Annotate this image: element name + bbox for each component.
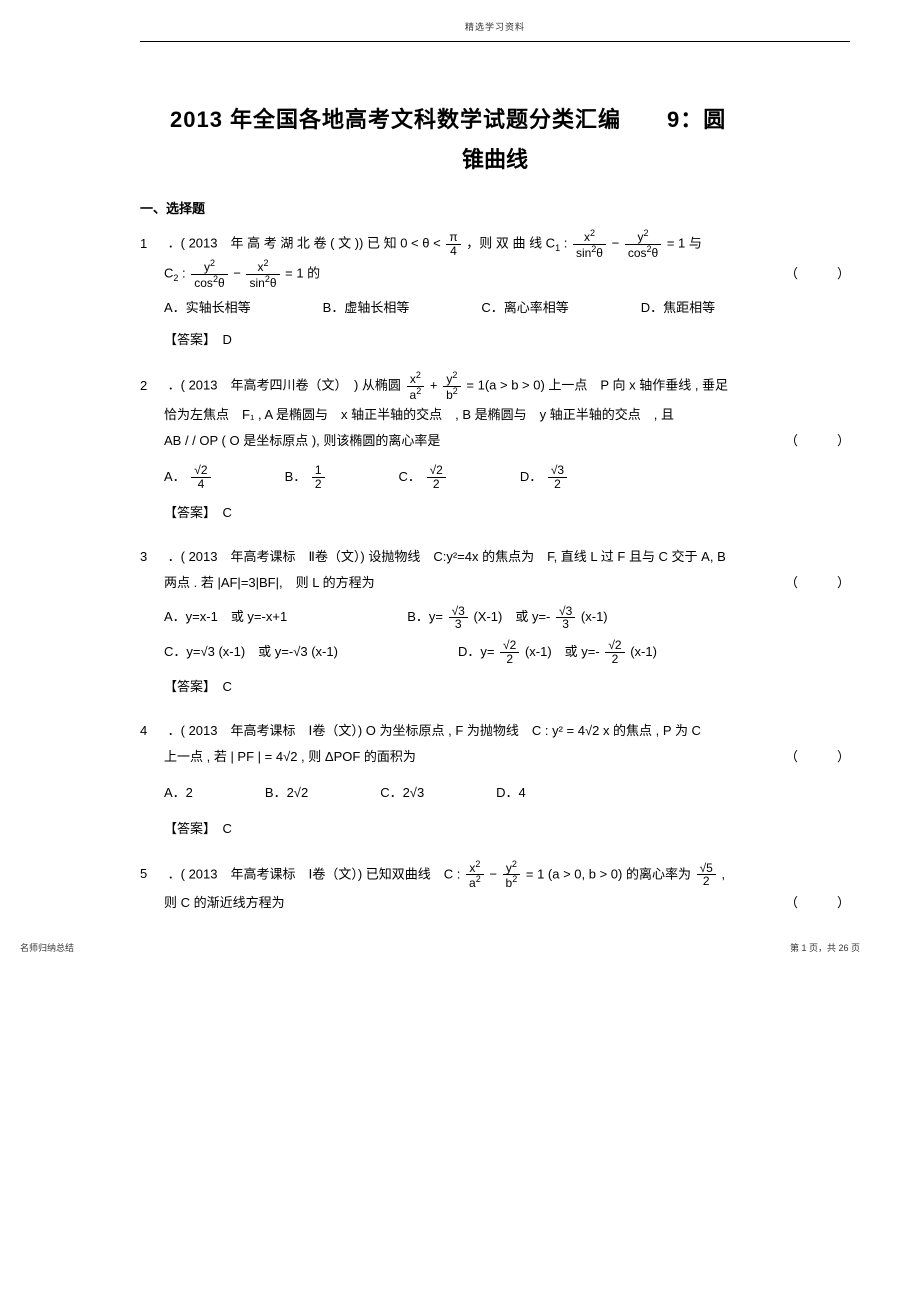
q4-source: ．( 2013 年高考课标 Ⅰ卷（文）) O 为坐标原点 , F 为抛物线 C …: [168, 723, 701, 738]
q3-answer: 【答案】 C: [164, 674, 850, 700]
q4-number: 4: [140, 718, 164, 744]
q5-source: ．( 2013 年高考课标 Ⅰ卷（文）) 已知双曲线 C :: [168, 866, 461, 881]
section-heading: 一、选择题: [140, 198, 850, 217]
q4-paren: （ ）: [765, 744, 850, 770]
q5-paren: （ ）: [765, 890, 850, 916]
q3-paren: （ ）: [765, 570, 850, 596]
title-line-1: 2013 年全国各地高考文科数学试题分类汇编 9：圆: [170, 102, 850, 134]
q2-a-label: A．: [164, 469, 186, 484]
footer-right: 第 1 页，共 26 页: [790, 941, 860, 954]
q2-b-label: B．: [285, 469, 307, 484]
q2-c-label: C．: [399, 469, 421, 484]
q2-source: ．( 2013 年高考四川卷（文） ) 从椭圆: [168, 378, 405, 393]
q3-number: 3: [140, 544, 164, 570]
q1-then: ，则 双 曲 线 C: [466, 236, 555, 251]
q3-d-mid: (x-1) 或 y=-: [525, 644, 600, 659]
q1-c2-suffix: = 1 的: [285, 266, 320, 281]
q5-line2: 则 C 的渐近线方程为: [164, 890, 285, 916]
q1-c1-sub: 1: [555, 243, 560, 253]
document-page: 精选学习资料 2013 年全国各地高考文科数学试题分类汇编 9：圆 锥曲线 一、…: [0, 0, 920, 964]
q1-c2-frac1: y2cos2θ: [191, 259, 227, 289]
title-line-2: 锥曲线: [140, 142, 850, 174]
q1-choice-d: D．焦距相等: [641, 295, 715, 321]
q3-b-mid: (X-1) 或 y=-: [473, 609, 550, 624]
q5-frac2: y2b2: [503, 860, 521, 890]
q3-c-suf: (x-1): [311, 644, 338, 659]
q1-cond: 0 < θ <: [400, 236, 440, 251]
q1-choice-b: B．虚轴长相等: [323, 295, 410, 321]
q4-line2: 上一点 , 若 | PF | = 4√2 , 则 ΔPOF 的面积为: [164, 744, 416, 770]
q1-answer: 【答案】 D: [164, 327, 850, 353]
q2-choice-d: D． √32: [520, 464, 569, 491]
question-4: 4 ．( 2013 年高考课标 Ⅰ卷（文）) O 为坐标原点 , F 为抛物线 …: [140, 718, 850, 842]
q1-frac1: x2sin2θ: [573, 229, 606, 259]
q3-c-pre: C．y=: [164, 644, 200, 659]
q1-number: 1: [140, 231, 164, 257]
q1-choice-a: A．实轴长相等: [164, 295, 251, 321]
header-small-text: 精选学习资料: [140, 20, 850, 33]
q1-frac2: y2cos2θ: [625, 229, 661, 259]
q2-number: 2: [140, 373, 164, 399]
q2-answer: 【答案】 C: [164, 500, 850, 526]
q2-eq-suffix: = 1(a > b > 0) 上一点 P 向 x 轴作垂线 , 垂足: [466, 378, 728, 393]
q3-line2: 两点 . 若 |AF|=3|BF|, 则 L 的方程为: [164, 570, 375, 596]
q2-line2: 恰为左焦点 F₁ , A 是椭圆与 x 轴正半轴的交点 , B 是椭圆与 y 轴…: [140, 402, 850, 428]
q1-choice-c: C．离心率相等: [481, 295, 568, 321]
q2-frac1: x2a2: [407, 371, 425, 401]
q1-pi4: π4: [446, 231, 460, 257]
q2-line3: AB / / OP ( O 是坐标原点 ), 则该椭圆的离心率是: [164, 428, 440, 454]
footer-left: 名师归纳总结: [20, 941, 74, 954]
q1-c2-frac2: x2sin2θ: [246, 259, 279, 289]
q3-d-pre: D．y=: [458, 644, 494, 659]
q1-with: 与: [689, 236, 702, 251]
q4-answer: 【答案】 C: [164, 816, 850, 842]
q5-frac1: x2a2: [466, 860, 484, 890]
q4-choice-b: B．2√2: [265, 780, 308, 806]
q2-choice-c: C． √22: [399, 464, 448, 491]
q2-paren: （ ）: [765, 428, 850, 454]
q2-choice-b: B． 12: [285, 464, 327, 491]
q4-choice-d: D．4: [496, 780, 526, 806]
q3-choice-b: B．y= √33 (X-1) 或 y=- √33 (x-1): [407, 604, 607, 631]
q5-frac3: √52: [697, 862, 716, 888]
question-1: 1 ．( 2013 年 高 考 湖 北 卷 ( 文 )) 已 知 0 < θ <…: [140, 229, 850, 353]
q1-source: ．( 2013 年 高 考 湖 北 卷 ( 文 )) 已 知: [168, 236, 401, 251]
q3-c-mid: (x-1) 或 y=-: [218, 644, 293, 659]
question-3: 3 ．( 2013 年高考课标 Ⅱ卷（文）) 设抛物线 C:y²=4x 的焦点为…: [140, 544, 850, 699]
q3-b-pre: B．y=: [407, 609, 443, 624]
q3-choice-a: A．y=x-1 或 y=-x+1: [164, 604, 287, 631]
q5-mid: = 1 (a > 0, b > 0) 的离心率为: [526, 866, 695, 881]
q1-c2-sub: 2: [173, 273, 178, 283]
q3-source: ．( 2013 年高考课标 Ⅱ卷（文）) 设抛物线 C:y²=4x 的焦点为 F…: [168, 549, 726, 564]
q5-suf: ,: [721, 866, 725, 881]
top-divider: [140, 41, 850, 42]
q2-choice-a: A． √24: [164, 464, 213, 491]
question-2: 2 ．( 2013 年高考四川卷（文） ) 从椭圆 x2a2 + y2b2 = …: [140, 371, 850, 526]
q2-d-label: D．: [520, 469, 542, 484]
q5-number: 5: [140, 861, 164, 887]
q1-c2-prefix: C: [164, 266, 173, 281]
q3-b-suf: (x-1): [581, 609, 608, 624]
q4-choice-c: C．2√3: [380, 780, 424, 806]
q4-choice-a: A．2: [164, 780, 193, 806]
q2-frac2: y2b2: [443, 371, 461, 401]
question-5: 5 ．( 2013 年高考课标 Ⅰ卷（文）) 已知双曲线 C : x2a2 − …: [140, 860, 850, 916]
q3-choice-c: C．y=√3 (x-1) 或 y=-√3 (x-1): [164, 639, 338, 666]
q3-d-suf: (x-1): [630, 644, 657, 659]
q3-choice-d: D．y= √22 (x-1) 或 y=- √22 (x-1): [458, 639, 657, 666]
q1-paren: （ ）: [765, 261, 850, 287]
